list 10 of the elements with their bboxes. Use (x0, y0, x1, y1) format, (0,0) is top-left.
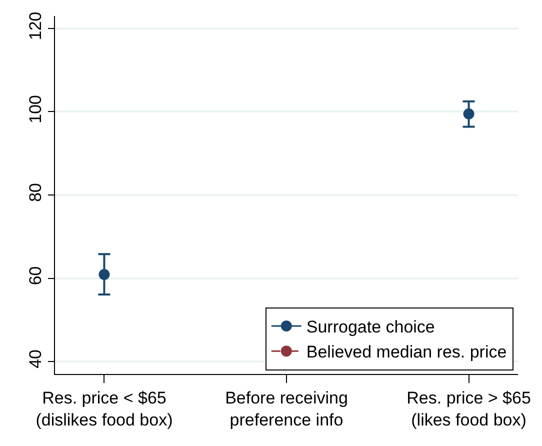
y-tick-label: 60 (26, 266, 46, 286)
x-tick-label: Res. price > $65 (likes food box) (406, 388, 531, 430)
y-tick-label: 80 (26, 182, 46, 202)
y-tick-label: 40 (26, 350, 46, 368)
y-tick-label: 120 (26, 12, 46, 40)
x-tick-label: Res. price < $65 (dislikes food box) (36, 388, 173, 430)
y-tick-label: 100 (26, 95, 46, 124)
legend-label: Surrogate choice (306, 318, 435, 337)
x-tick-label: Before receiving preference info (225, 388, 348, 430)
legend-label: Believed median res. price (306, 342, 507, 362)
